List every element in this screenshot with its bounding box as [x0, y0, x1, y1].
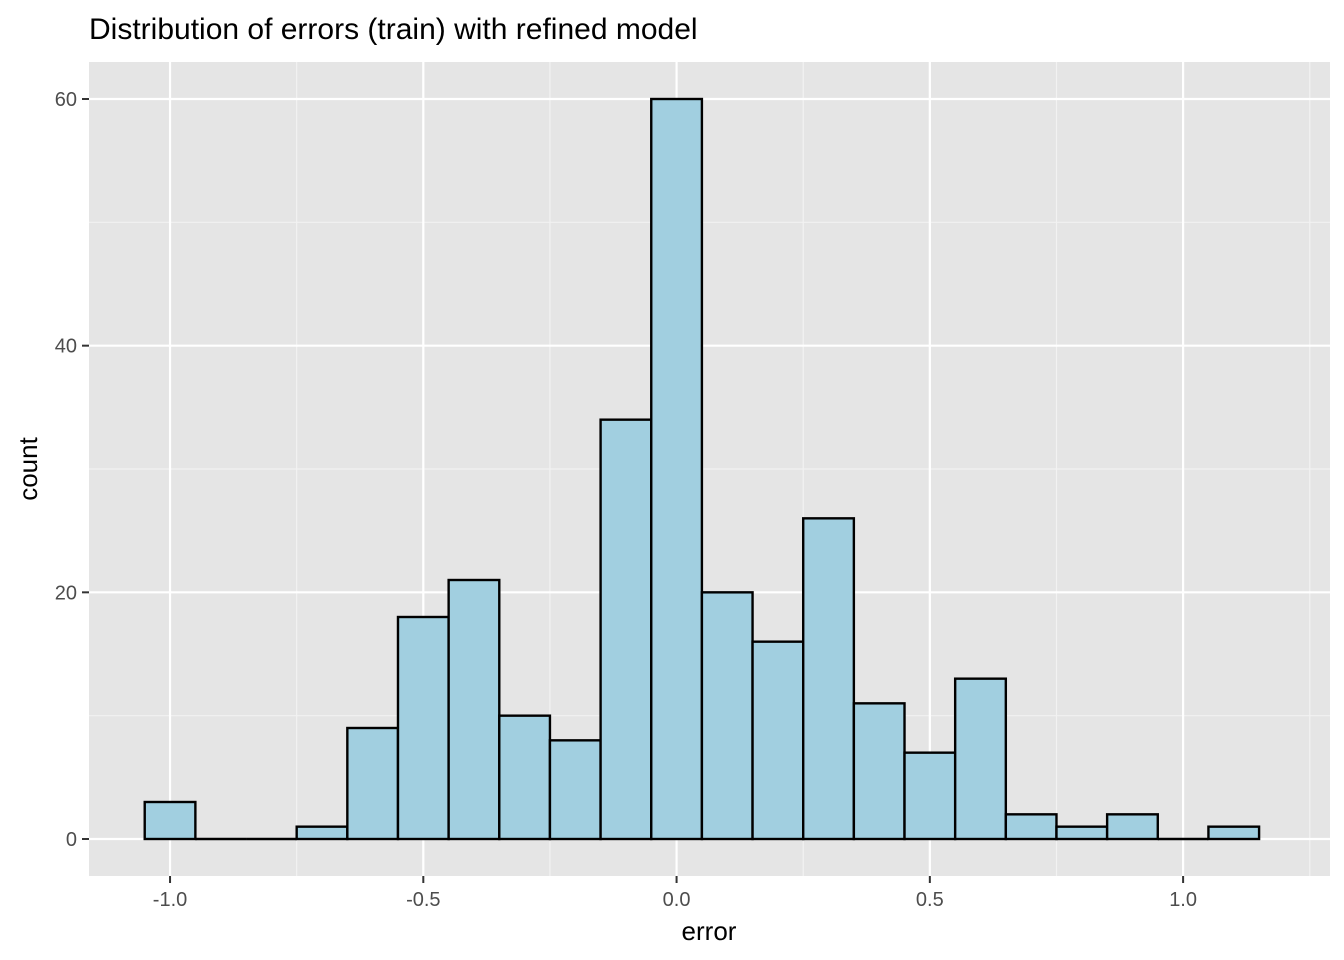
- histogram-bar: [498, 714, 552, 841]
- x-axis-title: error: [682, 916, 737, 946]
- histogram-bar: [1004, 813, 1058, 841]
- histogram-bar: [700, 591, 754, 841]
- histogram-bar: [802, 517, 856, 841]
- histogram-bar: [396, 615, 450, 841]
- histogram-bar: [295, 825, 349, 841]
- histogram-bar: [650, 97, 704, 841]
- x-axis: -1.0 -0.5 0.0 0.5 1.0: [153, 876, 1197, 911]
- histogram-bar: [1105, 813, 1159, 841]
- histogram-bar: [1207, 825, 1261, 841]
- histogram-bar: [953, 677, 1008, 841]
- x-tick-label: 1.0: [1169, 889, 1197, 911]
- histogram-bars: [143, 97, 1261, 841]
- histogram-bar: [143, 800, 197, 841]
- x-tick-label: 0.0: [663, 889, 691, 911]
- y-tick-label: 40: [55, 336, 77, 358]
- y-tick-label: 20: [55, 582, 77, 604]
- chart-title: Distribution of errors (train) with refi…: [89, 13, 698, 46]
- y-tick-label: 60: [55, 89, 77, 111]
- histogram-bar: [599, 418, 653, 841]
- y-axis-title: count: [13, 436, 43, 500]
- histogram-bar: [346, 726, 400, 841]
- x-tick-label: -1.0: [153, 889, 187, 911]
- histogram-bar: [852, 702, 906, 841]
- histogram-bar: [903, 751, 957, 841]
- histogram-bar: [447, 578, 501, 841]
- histogram-bar: [751, 640, 805, 841]
- y-tick-label: 0: [66, 829, 77, 851]
- histogram-bar: [1055, 825, 1109, 841]
- histogram-bar: [548, 739, 602, 841]
- y-axis: 0 20 40 60: [55, 89, 89, 851]
- x-tick-label: 0.5: [916, 889, 944, 911]
- x-tick-label: -0.5: [406, 889, 440, 911]
